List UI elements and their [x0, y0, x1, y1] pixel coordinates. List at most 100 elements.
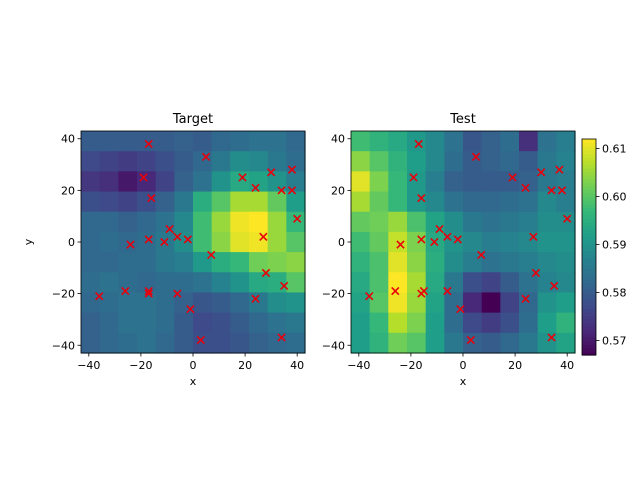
heatmap-cell [463, 211, 483, 233]
heatmap-cell [99, 312, 119, 334]
heatmap-cell [481, 332, 501, 354]
heatmap-cell [174, 332, 194, 354]
heatmap-cell [481, 171, 501, 193]
heatmap-cell [81, 191, 101, 213]
heatmap-cell [351, 211, 371, 233]
heatmap-cell [519, 191, 539, 213]
heatmap-cell [267, 211, 287, 233]
heatmap-cell [463, 332, 483, 354]
heatmap-cell [444, 272, 464, 294]
x-tick-label: 20 [238, 359, 252, 372]
heatmap-cell [519, 171, 539, 193]
colorbar-strip [582, 160, 596, 165]
heatmap-cell [118, 211, 138, 233]
heatmap-cell [519, 252, 539, 273]
heatmap-cell [99, 332, 119, 354]
heatmap-cell [137, 292, 157, 314]
colorbar-strip [582, 283, 596, 288]
heatmap-cell [407, 151, 427, 172]
heatmap-cell [211, 332, 231, 354]
x-tick-label: 20 [508, 359, 522, 372]
colorbar-strip [582, 329, 596, 334]
heatmap-cell [556, 211, 576, 233]
heatmap-cell [174, 131, 194, 152]
colorbar-strip [582, 164, 596, 169]
sample-marker [160, 237, 169, 247]
target-x-label: x [190, 375, 197, 388]
heatmap-cell [556, 151, 576, 172]
sample-marker [201, 152, 211, 161]
heatmap-cell [500, 252, 520, 273]
colorbar-strip [582, 326, 596, 331]
heatmap-cell [211, 131, 231, 152]
heatmap-cell [230, 292, 250, 314]
sample-marker [563, 214, 572, 223]
heatmap-cell [369, 211, 389, 233]
heatmap-cell [369, 312, 389, 334]
sample-marker [555, 165, 564, 174]
colorbar-strip [582, 196, 596, 201]
heatmap-cell [99, 292, 119, 314]
sample-marker [144, 235, 153, 244]
heatmap-cell [388, 312, 408, 334]
heatmap-cell [425, 292, 445, 314]
sample-marker [259, 232, 268, 242]
target-y-ticks: −40 −20 0 20 40 [52, 133, 81, 352]
heatmap-cell [351, 191, 371, 213]
heatmap-cell [500, 272, 520, 294]
heatmap-cell [230, 151, 250, 172]
heatmap-cell [267, 252, 287, 273]
target-panel: −40 −20 0 20 40 −40 −20 0 20 40 Target x y [22, 112, 306, 388]
sample-marker [251, 294, 260, 303]
heatmap-cell [388, 272, 408, 294]
colorbar-strip [582, 301, 596, 306]
heatmap-cell [407, 332, 427, 354]
heatmap-cell [99, 191, 119, 213]
target-markers [95, 139, 302, 345]
heatmap-cell [193, 131, 213, 152]
sample-marker [139, 173, 148, 182]
sample-marker [430, 237, 439, 247]
colorbar-strip [582, 207, 596, 212]
colorbar-strip [582, 265, 596, 270]
heatmap-cell [463, 312, 483, 334]
sample-marker [183, 235, 192, 244]
sample-marker [435, 224, 444, 234]
heatmap-cell [537, 171, 557, 193]
sample-marker [238, 173, 247, 182]
sample-marker [173, 289, 182, 298]
colorbar-strip [582, 247, 596, 252]
colorbar-strip [582, 175, 596, 180]
heatmap-cell [230, 332, 250, 354]
heatmap-cell [99, 252, 119, 273]
heatmap-cell [211, 171, 231, 193]
heatmap-cell [463, 171, 483, 193]
sample-marker [279, 281, 289, 291]
heatmap-cell [81, 151, 101, 172]
heatmap-cell [286, 131, 306, 152]
heatmap-cell [155, 171, 175, 193]
colorbar-strip [582, 315, 596, 320]
colorbar-strip [582, 157, 596, 162]
colorbar-frame [581, 138, 597, 356]
target-heatmap [81, 131, 306, 354]
y-tick-label: −20 [52, 288, 75, 301]
heatmap-cell [230, 231, 250, 253]
heatmap-cell [519, 312, 539, 334]
heatmap-cell [425, 191, 445, 213]
heatmap-cell [369, 272, 389, 294]
heatmap-cell [556, 332, 576, 354]
sample-marker [173, 232, 182, 242]
heatmap-cell [137, 211, 157, 233]
heatmap-cell [155, 211, 175, 233]
heatmap-cell [537, 191, 557, 213]
heatmap-cell [537, 151, 557, 172]
colorbar-strip [582, 351, 596, 356]
heatmap-cell [193, 292, 213, 314]
heatmap-cell [500, 191, 520, 213]
heatmap-cell [193, 231, 213, 253]
heatmap-cell [556, 252, 576, 273]
heatmap-cell [481, 252, 501, 273]
heatmap-cell [249, 332, 269, 354]
